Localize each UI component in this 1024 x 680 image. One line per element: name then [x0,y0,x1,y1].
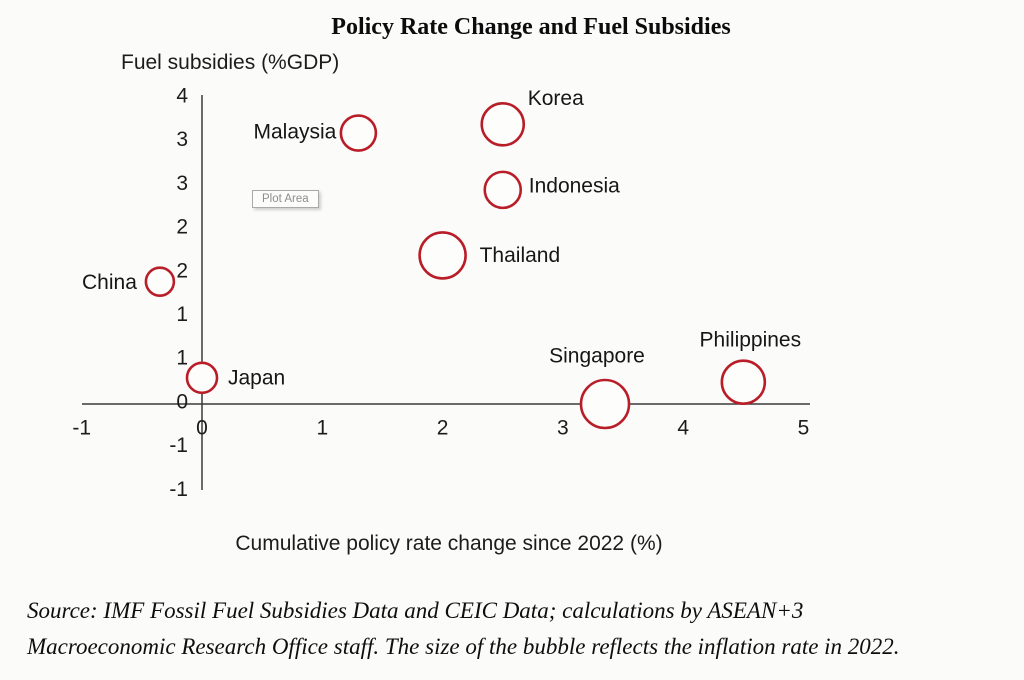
x-tick-label: 0 [196,417,208,440]
bubble-singapore [579,378,631,430]
bubble-philippines [720,359,767,405]
bubble-label-japan: Japan [228,366,285,389]
x-tick-label: -1 [72,417,91,440]
y-tick-label: 0 [176,390,188,413]
source-note-line-2: Macroeconomic Research Office staff. The… [27,634,900,659]
y-tick-label: 1 [176,303,188,326]
x-tick-label: 3 [557,417,569,440]
x-tick-label: 5 [798,417,810,440]
bubble-label-thailand: Thailand [480,244,561,267]
chart-title: Policy Rate Change and Fuel Subsidies [331,14,731,40]
bubble-label-indonesia: Indonesia [529,174,620,197]
bubble-indonesia [483,170,523,210]
bubble-korea [480,102,526,147]
y-tick-label: -1 [169,434,188,457]
y-tick-label: 1 [176,347,188,370]
bubble-thailand [418,231,467,280]
y-tick-label: 2 [176,216,188,239]
y-tick-label: 3 [176,128,188,151]
bubble-malaysia [339,114,378,152]
bubble-label-korea: Korea [528,87,584,110]
bubble-label-china: China [82,271,137,294]
bubble-china [144,266,176,297]
bubble-japan [185,361,219,395]
y-tick-label: -1 [169,478,188,501]
bubble-label-singapore: Singapore [549,345,645,368]
y-axis-title: Fuel subsidies (%GDP) [121,51,340,74]
plot-area-tooltip: Plot Area [252,190,319,208]
x-tick-label: 2 [437,417,449,440]
y-tick-label: 2 [176,259,188,282]
x-tick-label: 4 [677,417,689,440]
x-axis-title: Cumulative policy rate change since 2022… [235,532,663,555]
x-tick-label: 1 [316,417,328,440]
y-tick-label: 3 [176,172,188,195]
source-note: Source: IMF Fossil Fuel Subsidies Data a… [27,593,900,665]
bubble-label-philippines: Philippines [700,329,802,352]
source-note-line-1: Source: IMF Fossil Fuel Subsidies Data a… [27,598,804,623]
y-tick-label: 4 [176,85,188,108]
bubble-label-malaysia: Malaysia [254,121,337,144]
